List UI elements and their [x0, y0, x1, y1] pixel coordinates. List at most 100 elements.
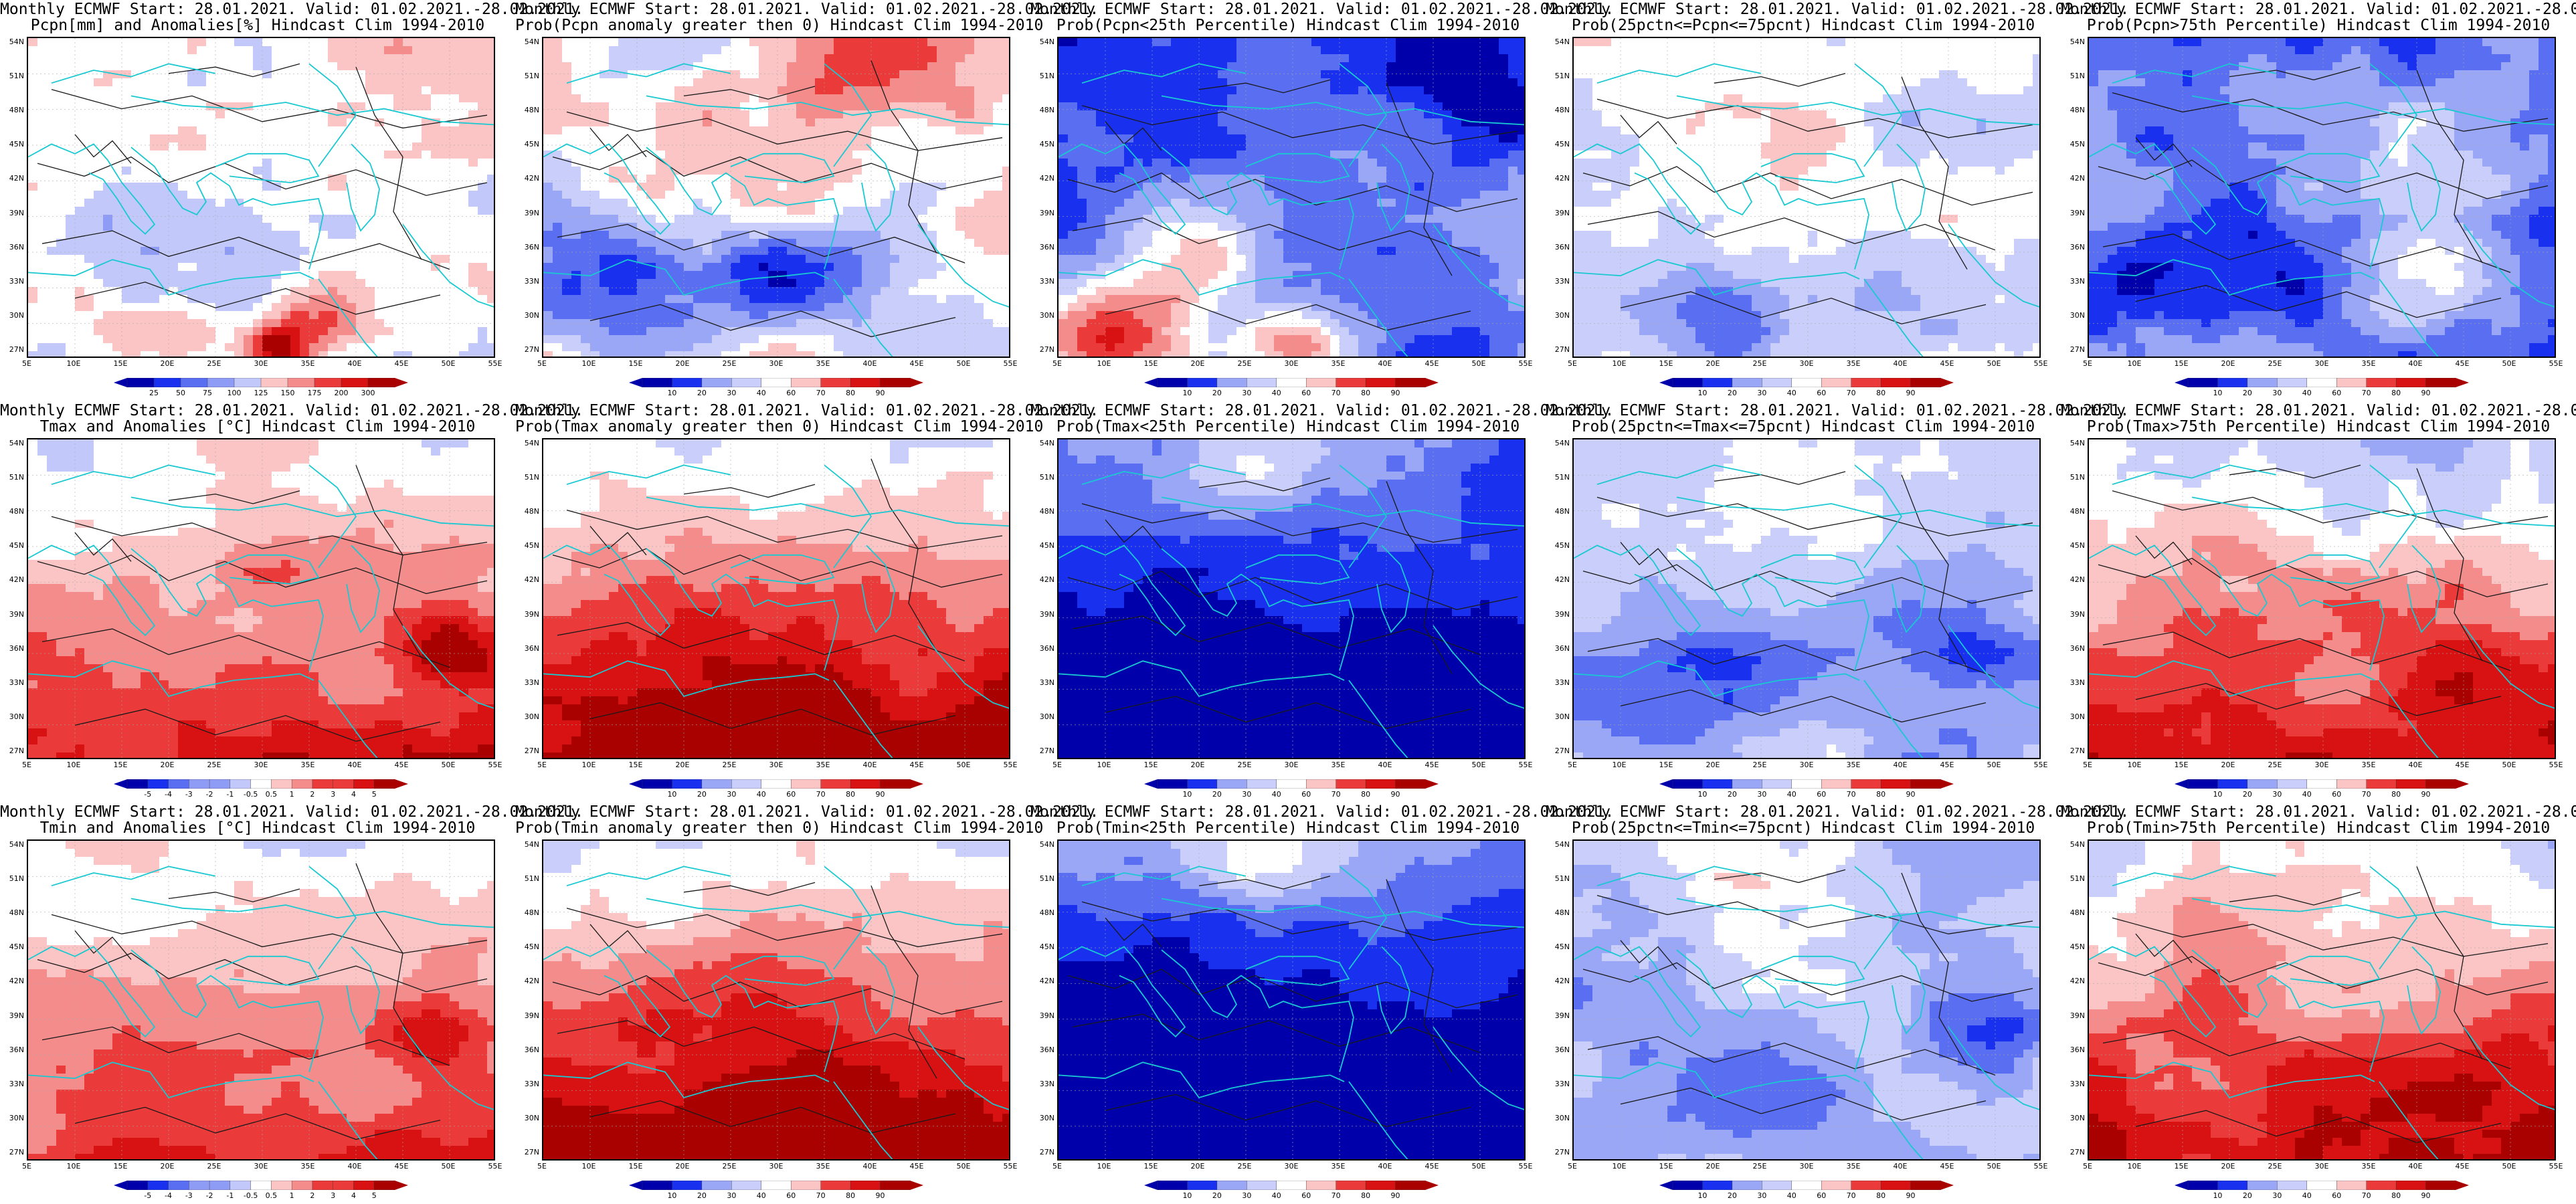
lat-label: 36N — [515, 644, 539, 653]
colorbar-ticks: 10 20 30 40 60 70 80 90 — [629, 1192, 923, 1201]
forecast-field-map — [1059, 841, 1524, 1159]
lat-label: 54N — [2061, 439, 2085, 447]
panel-title-line1: Monthly ECMWF Start: 28.01.2021. Valid: … — [0, 403, 583, 419]
lon-label: 55E — [488, 1163, 502, 1171]
lon-label: 45E — [2456, 360, 2470, 368]
lat-label: 54N — [515, 38, 539, 46]
lat-label: 30N — [1030, 311, 1054, 320]
forecast-panel: Monthly ECMWF Start: 28.01.2021. Valid: … — [1030, 0, 1614, 401]
lon-label: 50E — [2502, 360, 2516, 368]
lon-label: 35E — [301, 1163, 315, 1171]
colorbar-tick-label: 40 — [2302, 791, 2312, 799]
colorbar-tick-label: 10 — [1697, 791, 1707, 799]
colorbar — [629, 378, 923, 387]
lon-label: 15E — [2175, 761, 2189, 769]
lat-label: 51N — [2061, 474, 2085, 482]
lon-label: 5E — [537, 761, 547, 769]
forecast-panel: Monthly ECMWF Start: 28.01.2021. Valid: … — [0, 0, 583, 401]
lon-label: 30E — [1800, 1163, 1814, 1171]
lat-label: 45N — [0, 943, 24, 951]
forecast-field-map — [28, 439, 494, 758]
lon-label: 5E — [1052, 360, 1062, 368]
lat-label: 39N — [1030, 610, 1054, 619]
lat-label: 30N — [1030, 1114, 1054, 1122]
panel-title-line1: Monthly ECMWF Start: 28.01.2021. Valid: … — [1030, 804, 1614, 821]
colorbar-tick-label: 5 — [372, 1192, 377, 1200]
colorbar-tick-label: -3 — [185, 791, 193, 799]
lat-label: 27N — [0, 346, 24, 354]
lon-label: 40E — [863, 360, 877, 368]
lat-label: 36N — [0, 644, 24, 653]
lat-label: 30N — [0, 712, 24, 721]
lat-label: 39N — [1546, 1011, 1570, 1020]
lat-label: 51N — [1030, 474, 1054, 482]
colorbar-tick-label: 60 — [1301, 791, 1311, 799]
colorbar-swatches — [2175, 779, 2469, 789]
lat-label: 36N — [1030, 644, 1054, 653]
lon-label: 30E — [1285, 360, 1299, 368]
lon-label: 40E — [1894, 360, 1908, 368]
lon-label: 35E — [1847, 1163, 1861, 1171]
colorbar-tick-label: 300 — [361, 389, 375, 397]
colorbar-tick-label: 40 — [1787, 1192, 1797, 1200]
lon-label: 50E — [957, 761, 971, 769]
colorbar — [114, 1181, 408, 1190]
lon-label: 25E — [1753, 360, 1767, 368]
colorbar-tick-label: 30 — [2272, 1192, 2282, 1200]
lat-label: 42N — [515, 175, 539, 183]
lat-label: 27N — [515, 1148, 539, 1157]
lon-label: 15E — [1144, 761, 1158, 769]
lon-label: 40E — [1378, 1163, 1392, 1171]
lat-label: 27N — [515, 346, 539, 354]
lon-label: 40E — [1378, 761, 1392, 769]
forecast-panel: Monthly ECMWF Start: 28.01.2021. Valid: … — [2061, 803, 2576, 1204]
lon-label: 45E — [910, 761, 924, 769]
lon-label: 35E — [2362, 761, 2376, 769]
panel-title-line2: Prob(Tmax<25th Percentile) Hindcast Clim… — [1030, 419, 1546, 435]
map-area — [1572, 839, 2041, 1161]
colorbar-tick-label: 70 — [816, 791, 826, 799]
colorbar-tick-label: 30 — [2272, 389, 2282, 397]
lat-label: 36N — [515, 1045, 539, 1054]
lat-label: 36N — [515, 243, 539, 252]
colorbar-tick-label: 40 — [1787, 389, 1797, 397]
lat-label: 36N — [2061, 644, 2085, 653]
lon-label: 20E — [161, 761, 175, 769]
lat-label: 42N — [1030, 977, 1054, 985]
lat-label: 36N — [2061, 1045, 2085, 1054]
colorbar-tick-label: 40 — [2302, 1192, 2312, 1200]
lon-label: 55E — [1519, 360, 1533, 368]
colorbar-tick-label: 30 — [1242, 791, 1251, 799]
colorbar-ticks: 10 20 30 40 60 70 80 90 — [2175, 1192, 2469, 1201]
colorbar-tick-label: 90 — [1391, 1192, 1400, 1200]
lat-label: 45N — [2061, 943, 2085, 951]
lon-label: 25E — [207, 761, 221, 769]
colorbar-ticks: 10 20 30 40 60 70 80 90 — [1144, 389, 1439, 399]
forecast-panel: Monthly ECMWF Start: 28.01.2021. Valid: … — [515, 803, 1099, 1204]
lon-label: 45E — [2456, 1163, 2470, 1171]
lat-label: 42N — [2061, 977, 2085, 985]
panel-title-line2: Prob(Tmax anomaly greater then 0) Hindca… — [515, 419, 1043, 435]
lon-label: 5E — [2083, 1163, 2092, 1171]
lat-label: 27N — [0, 1148, 24, 1157]
colorbar-swatches — [1144, 779, 1439, 789]
lat-label: 30N — [515, 311, 539, 320]
colorbar-tick-label: 40 — [2302, 389, 2312, 397]
lon-label: 10E — [67, 1163, 81, 1171]
lon-label: 35E — [1847, 761, 1861, 769]
colorbar-tick-label: 60 — [786, 389, 796, 397]
lon-label: 5E — [2083, 761, 2092, 769]
colorbar-ticks: 10 20 30 40 60 70 80 90 — [629, 389, 923, 399]
panel-title-line2: Pcpn[mm] and Anomalies[%] Hindcast Clim … — [0, 17, 515, 34]
colorbar-tick-label: 70 — [816, 389, 826, 397]
colorbar-tick-label: 20 — [2243, 791, 2252, 799]
lon-label: 10E — [582, 1163, 596, 1171]
lon-label: 40E — [1894, 1163, 1908, 1171]
lon-label: 20E — [2221, 1163, 2235, 1171]
forecast-panel: Monthly ECMWF Start: 28.01.2021. Valid: … — [1030, 803, 1614, 1204]
lat-label: 30N — [1546, 1114, 1570, 1122]
lat-label: 42N — [1546, 977, 1570, 985]
lat-label: 39N — [1546, 610, 1570, 619]
lat-label: 39N — [0, 209, 24, 217]
map-area — [542, 438, 1010, 759]
